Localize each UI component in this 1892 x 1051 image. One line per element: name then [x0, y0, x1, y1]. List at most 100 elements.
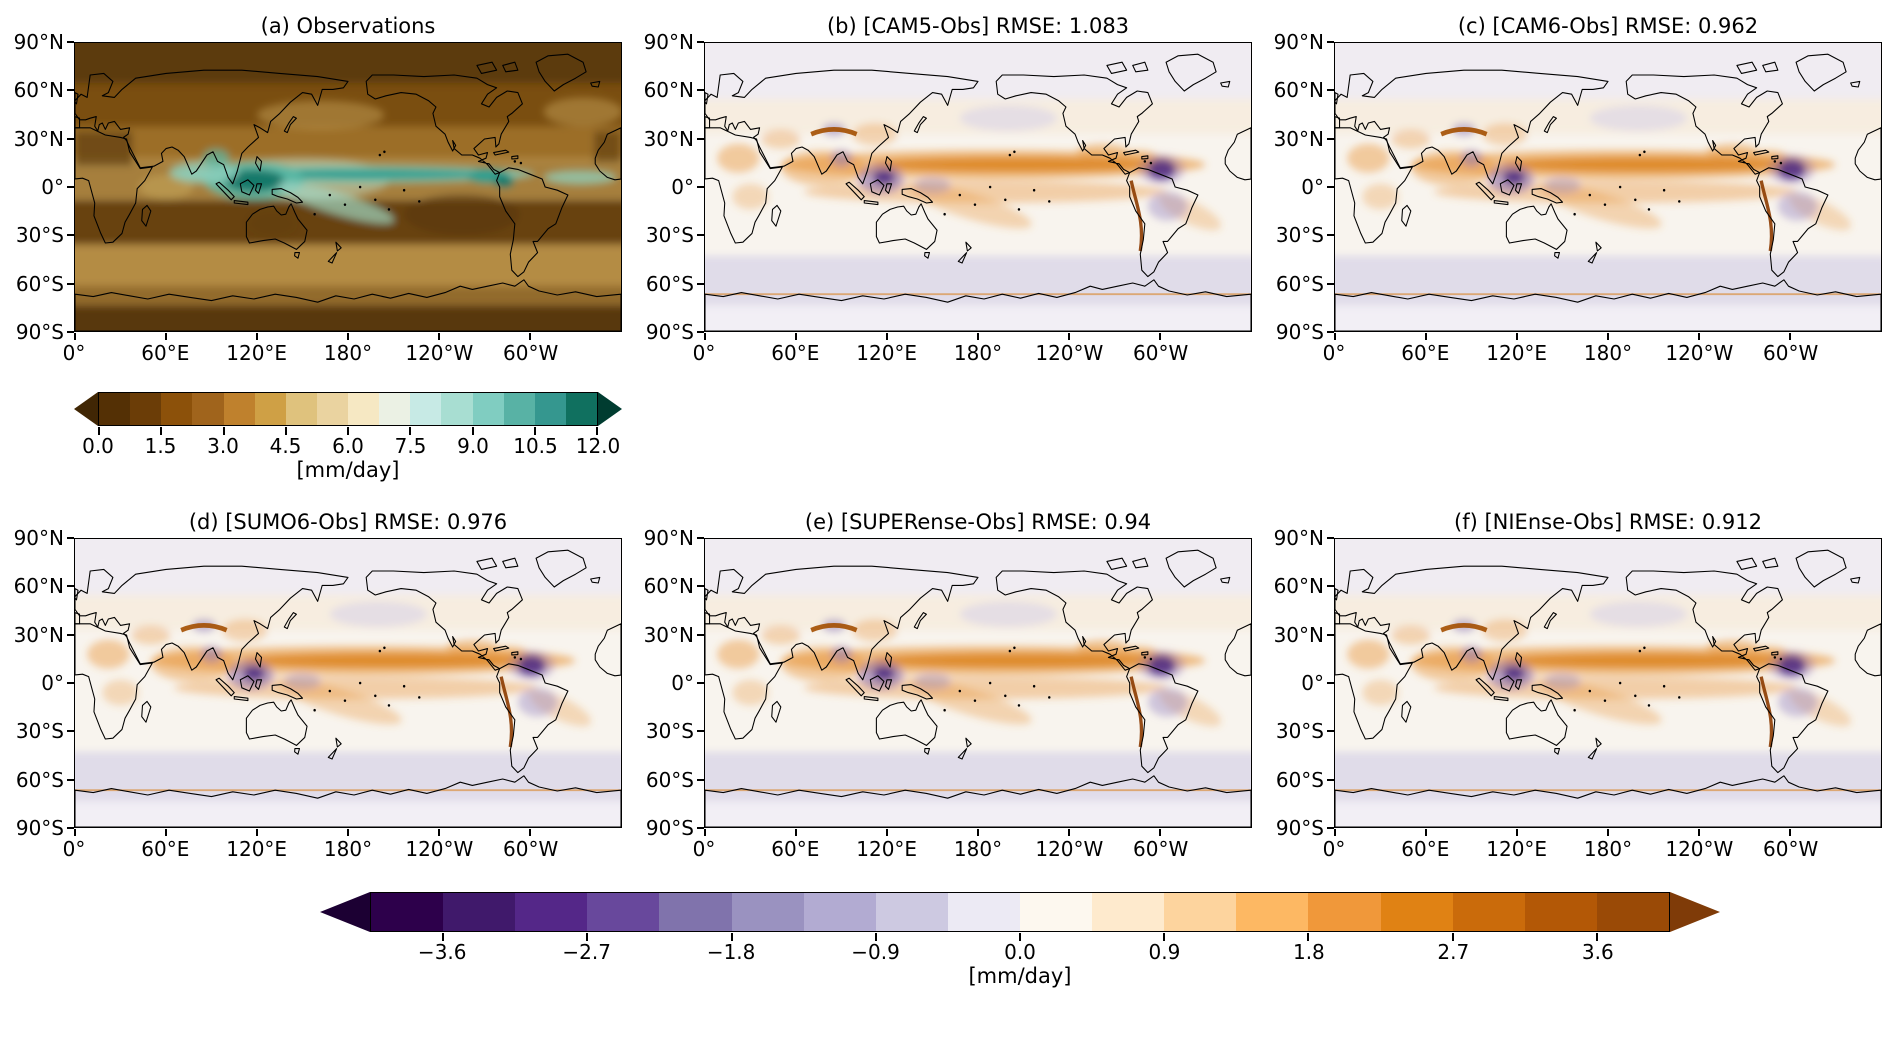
y-tick-mark: [697, 331, 704, 333]
y-tick-mark: [67, 282, 74, 285]
x-tick-mark: [1334, 333, 1336, 340]
colorbar-segment: [1452, 893, 1525, 931]
y-tick-label: 90°S: [1275, 320, 1324, 344]
colorbar-segment: [947, 893, 1020, 931]
colorbar-segment: [565, 393, 597, 425]
x-tick-label: 180°: [1583, 837, 1633, 861]
colorbar-segment: [161, 393, 193, 425]
y-tick-mark: [697, 633, 704, 636]
colorbar-tick-mark: [347, 427, 349, 435]
x-tick-mark: [795, 829, 797, 836]
colorbar-tick-label: −0.9: [851, 940, 900, 964]
map-block: 90°N 60°N 30°N 0° 30°S 60°S 90°S: [640, 526, 1252, 840]
map-block: 90°N 60°N 30°N 0° 30°S 60°S 90°S: [1270, 526, 1882, 840]
colorbar-segment: [1308, 893, 1381, 931]
colorbar-tick-row: 0.0 1.5 3.0 4.5 6.0 7.5 9.0 10.5 12.0: [74, 426, 622, 458]
y-tick-mark: [697, 778, 704, 781]
y-tick-label: 30°S: [1275, 719, 1324, 744]
colorbar-segment: [371, 893, 444, 931]
x-tick-label: 60°E: [771, 341, 820, 365]
colorbar-under-arrow: [320, 892, 370, 932]
colorbar-segment: [192, 393, 224, 425]
y-tick-mark: [697, 827, 704, 829]
y-tick-label: 60°S: [15, 271, 64, 296]
y-tick-label: 30°N: [643, 126, 694, 151]
y-tick-label: 0°: [1301, 175, 1324, 199]
x-tick-label: 60°W: [1763, 341, 1819, 365]
colorbar-tick-mark: [442, 933, 445, 941]
colorbar-segment: [803, 893, 876, 931]
colorbar-segment: [254, 393, 286, 425]
y-tick-mark: [697, 41, 704, 43]
x-tick-label: 0°: [1322, 341, 1346, 365]
y-tick-mark: [67, 778, 74, 781]
y-tick-mark: [1327, 186, 1334, 188]
x-tick-label: 60°W: [1763, 837, 1819, 861]
x-tick-label: 120°W: [1035, 341, 1104, 365]
x-axis-labels: 0° 60°E 120°E 180° 120°W 60°W: [1323, 828, 1882, 862]
x-tick-mark: [1607, 829, 1609, 836]
x-tick-mark: [529, 829, 531, 836]
map-block: 90°N 60°N 30°N 0° 30°S 60°S 90°S: [1270, 30, 1882, 344]
colorbar-tick-mark: [1451, 933, 1454, 941]
colorbar-tick-label: −3.6: [417, 940, 467, 964]
y-tick-mark: [67, 633, 74, 636]
colorbar-tick-mark: [874, 933, 877, 941]
x-tick-label: 180°: [1583, 341, 1633, 365]
colorbar-segment: [1236, 893, 1309, 931]
x-tick-mark: [1334, 829, 1336, 836]
y-tick-mark: [1327, 585, 1334, 588]
panel-superense-bias: (e) [SUPERense-Obs] RMSE: 0.94 90°N 60°N 3…: [640, 506, 1252, 862]
colorbar-tick-label: 10.5: [513, 434, 558, 458]
colorbar-segment: [472, 393, 504, 425]
y-tick-mark: [67, 331, 74, 333]
y-axis-labels: 90°N 60°N 30°N 0° 30°S 60°S 90°S: [1270, 30, 1334, 344]
x-tick-mark: [256, 829, 258, 836]
world-map-niense-bias: [1335, 539, 1881, 827]
y-tick-label: 60°N: [643, 574, 694, 599]
panel-title: (e) [SUPERense-Obs] RMSE: 0.94: [804, 510, 1152, 534]
x-tick-mark: [438, 829, 440, 836]
colorbar-tick-label: 1.8: [1292, 940, 1325, 964]
colorbar-over-arrow: [1670, 892, 1720, 932]
panel-sumo6-bias: (d) [SUMO6-Obs] RMSE: 0.976 90°N 60°N 30°N…: [10, 506, 622, 862]
y-tick-mark: [1327, 331, 1334, 333]
colorbar-tick-mark: [98, 427, 100, 435]
y-tick-mark: [67, 89, 74, 92]
colorbar-tick-mark: [1163, 933, 1166, 941]
y-tick-label: 90°N: [1273, 526, 1324, 550]
colorbar-over-arrow: [598, 392, 622, 426]
colorbar-segment: [285, 393, 317, 425]
y-tick-mark: [1327, 682, 1334, 684]
y-tick-label: 90°S: [15, 816, 64, 840]
colorbar-tick-mark: [1307, 933, 1310, 941]
x-tick-label: 180°: [323, 341, 373, 365]
y-tick-label: 60°S: [1275, 767, 1324, 792]
bottom-row: (d) [SUMO6-Obs] RMSE: 0.976 90°N 60°N 30°N…: [0, 506, 1892, 862]
x-tick-mark: [795, 333, 797, 340]
colorbar-tick-label: 3.0: [207, 434, 239, 458]
colorbar-segment: [875, 893, 948, 931]
panel-title: (f) [NIEnse-Obs] RMSE: 0.912: [1454, 510, 1762, 534]
colorbar-segment: [223, 393, 255, 425]
x-tick-mark: [1425, 333, 1427, 340]
y-tick-mark: [67, 186, 74, 188]
y-tick-label: 90°S: [1275, 816, 1324, 840]
x-tick-mark: [704, 333, 706, 340]
x-tick-label: 120°W: [405, 837, 474, 861]
y-tick-mark: [1327, 633, 1334, 636]
colorbar-tick-mark: [1595, 933, 1598, 941]
colorbar-tick-mark: [596, 427, 598, 435]
x-axis-labels: 0° 60°E 120°E 180° 120°W 60°W: [1323, 332, 1882, 366]
y-tick-label: 90°N: [1273, 30, 1324, 54]
world-map-sumo6-bias: [75, 539, 621, 827]
colorbar-tick-label: 3.6: [1581, 940, 1614, 964]
x-tick-mark: [1698, 829, 1700, 836]
colorbar-segment: [534, 393, 566, 425]
y-tick-label: 0°: [41, 175, 64, 199]
x-tick-mark: [74, 829, 76, 836]
panel-observations: (a) Observations 90°N 60°N 30°N 0° 30°S 60°S 9…: [10, 10, 622, 482]
colorbar-tick-label: 0.0: [1004, 940, 1036, 964]
x-axis-labels: 0° 60°E 120°E 180° 120°W 60°W: [63, 828, 622, 862]
